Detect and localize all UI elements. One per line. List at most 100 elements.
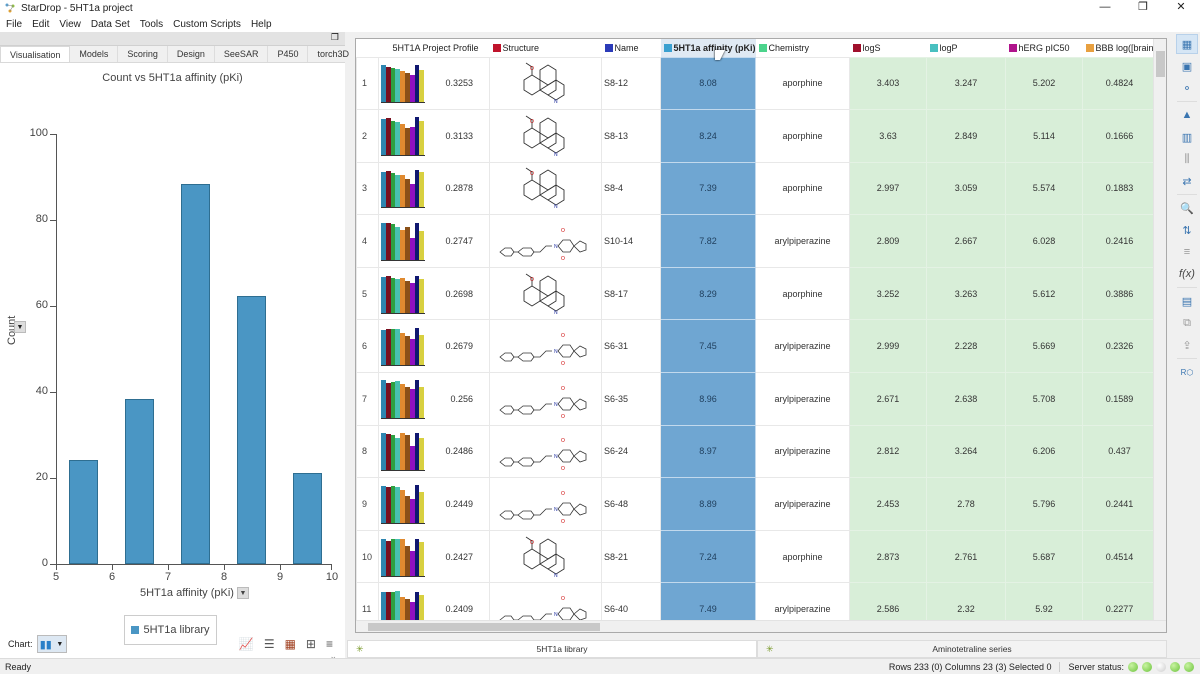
- logp-cell[interactable]: 3.264: [926, 424, 1007, 479]
- logp-cell[interactable]: 2.78: [926, 477, 1007, 531]
- column-header-logp[interactable]: logP: [926, 39, 1006, 57]
- affinity-cell[interactable]: 7.24: [659, 529, 757, 584]
- row-number[interactable]: 1: [356, 56, 379, 111]
- logp-cell[interactable]: 2.667: [926, 214, 1007, 268]
- profile-cell[interactable]: 0.2486: [378, 424, 490, 479]
- affinity-cell[interactable]: 7.39: [659, 161, 757, 216]
- logp-cell[interactable]: 2.761: [926, 529, 1007, 584]
- logp-cell[interactable]: 3.247: [926, 56, 1007, 111]
- table-row[interactable]: 2 0.3133 O N S8-13 8.24 aporphine 3.63 2.849 5.11…: [356, 109, 1158, 163]
- herg-cell[interactable]: 5.574: [1005, 161, 1084, 216]
- name-cell[interactable]: S6-31: [601, 319, 661, 374]
- name-cell[interactable]: S8-13: [601, 109, 661, 163]
- herg-cell[interactable]: 5.796: [1005, 477, 1084, 531]
- logp-cell[interactable]: 3.059: [926, 161, 1007, 216]
- logp-cell[interactable]: 3.263: [926, 266, 1007, 321]
- table-view-icon[interactable]: ▦: [1176, 34, 1198, 54]
- bbb-cell[interactable]: 0.1666: [1082, 109, 1158, 163]
- vertical-scrollbar[interactable]: [1153, 39, 1166, 621]
- search-icon[interactable]: 🔍: [1180, 202, 1194, 215]
- matrix-icon[interactable]: ▤: [1181, 295, 1193, 308]
- horizontal-scrollbar[interactable]: [356, 620, 1166, 632]
- function-icon[interactable]: f(x): [1179, 268, 1195, 280]
- histogram-bar[interactable]: [181, 184, 210, 564]
- column-header-affinity[interactable]: 5HT1a affinity (pKi): [660, 39, 756, 57]
- chart-type-select[interactable]: ▮▮ ▼: [36, 635, 67, 653]
- name-cell[interactable]: S6-48: [601, 477, 661, 531]
- tab-p450[interactable]: P450: [268, 46, 309, 62]
- tab-design[interactable]: Design: [168, 46, 215, 62]
- reorder-icon[interactable]: ≡: [1183, 246, 1191, 258]
- table-row[interactable]: 7 0.256 O O N S6-35 8.96 arylpiperazine 2.671 2.6…: [356, 372, 1158, 426]
- bbb-cell[interactable]: 0.4514: [1082, 529, 1158, 584]
- tab-scoring[interactable]: Scoring: [118, 46, 168, 62]
- profile-cell[interactable]: 0.3133: [378, 109, 490, 163]
- histogram-bar[interactable]: [237, 296, 266, 564]
- tab-visualisation[interactable]: Visualisation: [0, 46, 71, 62]
- affinity-cell[interactable]: 8.29: [659, 266, 757, 321]
- logs-cell[interactable]: 2.671: [849, 372, 928, 426]
- affinity-cell[interactable]: 8.08: [659, 56, 757, 111]
- profile-cell[interactable]: 0.3253: [378, 56, 490, 111]
- menu-data-set[interactable]: Data Set: [90, 18, 130, 30]
- name-cell[interactable]: S8-21: [601, 529, 661, 584]
- herg-cell[interactable]: 5.708: [1005, 372, 1084, 426]
- profile-cell[interactable]: 0.2747: [378, 214, 490, 268]
- logs-cell[interactable]: 2.997: [849, 161, 928, 216]
- edit-axis-icon[interactable]: 📈: [238, 637, 254, 651]
- herg-cell[interactable]: 5.669: [1005, 319, 1084, 374]
- add-chart-icon[interactable]: ⊞: [305, 637, 316, 651]
- logs-cell[interactable]: 3.63: [849, 109, 928, 163]
- table-row[interactable]: 5 0.2698 O N S8-17 8.29 aporphine 3.252 3.263 5.6…: [356, 266, 1158, 321]
- column-header-herg[interactable]: hERG pIC50: [1005, 39, 1083, 57]
- table-row[interactable]: 4 0.2747 O O N S10-14 7.82 arylpiperazine 2.809 2…: [356, 214, 1158, 268]
- column-header-chemistry[interactable]: Chemistry: [755, 39, 850, 57]
- restore-button[interactable]: ❐: [1138, 1, 1148, 13]
- profile-cell[interactable]: 0.2698: [378, 266, 490, 321]
- logs-cell[interactable]: 2.999: [849, 319, 928, 374]
- name-cell[interactable]: S6-24: [601, 424, 661, 479]
- histogram-bar[interactable]: [125, 399, 154, 564]
- x-axis-dropdown[interactable]: ▼: [237, 587, 250, 600]
- menu-tools[interactable]: Tools: [139, 18, 164, 30]
- bbb-cell[interactable]: 0.3886: [1082, 266, 1158, 321]
- tab-models[interactable]: Models: [70, 46, 119, 62]
- tab-torch3d[interactable]: torch3D: [308, 46, 359, 62]
- logs-cell[interactable]: 3.403: [849, 56, 928, 111]
- profile-cell[interactable]: 0.2878: [378, 161, 490, 216]
- sort-icon[interactable]: ⇅: [1182, 224, 1192, 237]
- table-row[interactable]: 8 0.2486 O O N S6-24 8.97 arylpiperazine 2.812 3.…: [356, 424, 1158, 479]
- affinity-cell[interactable]: 8.97: [659, 424, 757, 479]
- name-cell[interactable]: S6-35: [601, 372, 661, 426]
- swap-icon[interactable]: ⇄: [1182, 175, 1192, 188]
- chemistry-cell[interactable]: aporphine: [755, 266, 851, 321]
- chemistry-cell[interactable]: aporphine: [755, 56, 851, 111]
- table-row[interactable]: 3 0.2878 O N S8-4 7.39 aporphine 2.997 3.059 5.57…: [356, 161, 1158, 216]
- table-row[interactable]: 1 0.3253 O N S8-12 8.08 aporphine 3.403 3.247 5.2…: [356, 56, 1158, 111]
- logp-cell[interactable]: 2.638: [926, 372, 1007, 426]
- affinity-cell[interactable]: 8.24: [659, 109, 757, 163]
- column-header-profile[interactable]: 5HT1A Project Profile: [378, 39, 490, 57]
- logs-cell[interactable]: 2.812: [849, 424, 928, 479]
- chemistry-cell[interactable]: aporphine: [755, 109, 851, 163]
- float-panel-icon[interactable]: ❐: [330, 32, 339, 42]
- affinity-cell[interactable]: 8.89: [659, 477, 757, 531]
- herg-cell[interactable]: 6.028: [1005, 214, 1084, 268]
- column-header-structure[interactable]: Structure: [489, 39, 602, 57]
- profile-cell[interactable]: 0.2449: [378, 477, 490, 531]
- hamburger-menu-icon[interactable]: ≡: [325, 637, 333, 651]
- profile-cell[interactable]: 0.2427: [378, 529, 490, 584]
- row-number[interactable]: 9: [356, 477, 379, 531]
- row-number[interactable]: 2: [356, 109, 379, 163]
- herg-cell[interactable]: 5.612: [1005, 266, 1084, 321]
- row-number[interactable]: 4: [356, 214, 379, 268]
- cluster-icon[interactable]: ⚬: [1182, 82, 1192, 95]
- bbb-cell[interactable]: 0.1883: [1082, 161, 1158, 216]
- herg-cell[interactable]: 5.114: [1005, 109, 1084, 163]
- affinity-cell[interactable]: 7.82: [659, 214, 757, 268]
